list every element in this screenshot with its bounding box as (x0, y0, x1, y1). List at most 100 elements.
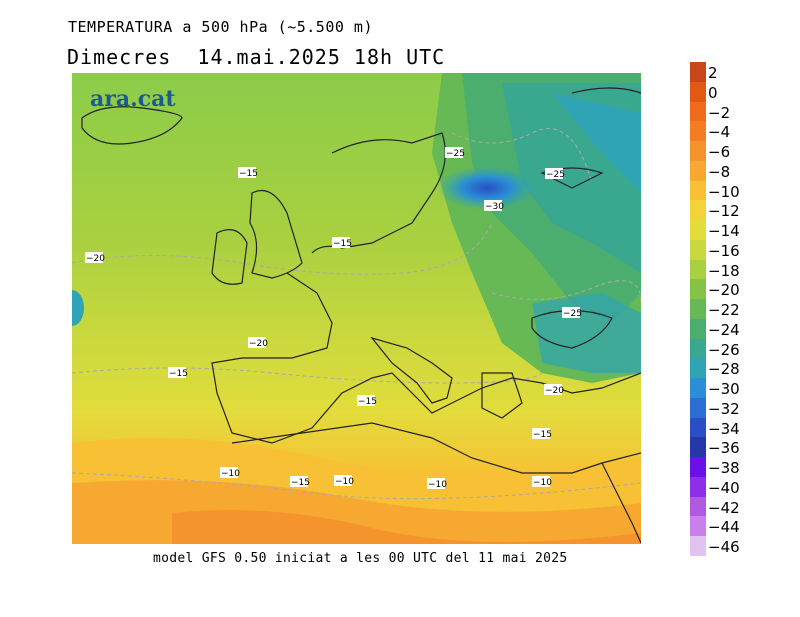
colorbar-label: −4 (708, 123, 731, 142)
colorbar-swatch (690, 101, 706, 122)
svg-text:−10: −10 (335, 477, 354, 487)
colorbar-swatch (690, 516, 706, 537)
svg-text:−10: −10 (533, 478, 552, 488)
greece (481, 372, 523, 419)
colorbar-label: −10 (708, 182, 740, 201)
colorbar-label: −22 (708, 301, 740, 320)
colorbar-label: −32 (708, 399, 740, 418)
colorbar-label: −44 (708, 518, 740, 537)
colorbar-label: −26 (708, 340, 740, 359)
contour-label: −25 (545, 168, 565, 180)
colorbar-swatch (690, 378, 706, 399)
cold-region-caucasus (532, 293, 641, 373)
colorbar-swatch (690, 62, 706, 83)
contour-label: −10 (220, 467, 240, 479)
colorbar-label: −36 (708, 439, 740, 458)
contour-labels: −25 −25 −30 −15 −15 −20 −25 −20 −15 −20 … (85, 147, 582, 490)
svg-text:−15: −15 (533, 430, 552, 440)
colorbar-swatch (690, 496, 706, 517)
svg-text:−20: −20 (545, 386, 564, 396)
colorbar-swatch (690, 121, 706, 142)
colorbar-label: −6 (708, 143, 731, 162)
scandinavia-coast (311, 132, 446, 254)
svg-text:−15: −15 (358, 397, 377, 407)
colorbar-labels: 2 0 −2 −4 −6 −8 −10 −12 −14 −16 −18 −20 −22 −24 −26 −28… (708, 62, 768, 556)
contour-label: −25 (445, 147, 465, 159)
contour-label: −15 (168, 367, 188, 379)
contour-label: −15 (357, 395, 377, 407)
svg-text:−15: −15 (291, 478, 310, 488)
contour-label: −15 (332, 237, 352, 249)
colorbar-label: −40 (708, 478, 740, 497)
chart-title: TEMPERATURA a 500 hPa (~5.500 m) (68, 18, 373, 36)
contour-label: −15 (532, 428, 552, 440)
svg-text:−10: −10 (428, 480, 447, 490)
warm-region-6 (172, 510, 641, 544)
colorbar-swatch (690, 180, 706, 201)
colorbar-swatch (690, 397, 706, 419)
valid-date: Dimecres 14.mai.2025 18h UTC (67, 45, 446, 69)
colorbar-swatch (690, 239, 706, 261)
svg-text:−25: −25 (563, 309, 582, 319)
colorbar-label: −2 (708, 103, 731, 122)
colorbar-label: −20 (708, 281, 740, 300)
colorbar-swatch (690, 141, 706, 162)
colorbar-swatch (690, 200, 706, 221)
colorbar-swatch (690, 457, 706, 478)
north-africa-coast (231, 422, 641, 474)
colorbar (690, 62, 706, 557)
contour-label: −15 (238, 167, 258, 179)
colorbar-label: −12 (708, 202, 740, 221)
colorbar-label: −8 (708, 162, 731, 181)
contour-label: −20 (248, 337, 268, 349)
model-footer: model GFS 0.50 iniciat a les 00 UTC del … (153, 551, 568, 566)
temperature-map: −25 −25 −30 −15 −15 −20 −25 −20 −15 −20 … (72, 73, 641, 544)
contour-label: −20 (85, 252, 105, 264)
contour-label: −10 (532, 476, 552, 488)
colorbar-swatch (690, 160, 706, 182)
contour-label: −20 (544, 384, 564, 396)
colorbar-swatch (690, 476, 706, 498)
colorbar-label: 0 (708, 83, 718, 102)
svg-text:−30: −30 (485, 202, 504, 212)
colorbar-label: −18 (708, 261, 740, 280)
red-sea-coast (601, 462, 641, 544)
colorbar-swatch (690, 338, 706, 359)
colorbar-swatch (690, 299, 706, 320)
colorbar-swatch (690, 279, 706, 300)
cold-region-west (72, 290, 84, 326)
colorbar-label: −30 (708, 380, 740, 399)
north-coast (571, 87, 641, 94)
italy (370, 336, 453, 404)
svg-text:−20: −20 (86, 254, 105, 264)
contour-label: −10 (427, 478, 447, 490)
colorbar-swatch (690, 417, 706, 438)
ireland (211, 229, 248, 285)
colorbar-label: −28 (708, 360, 740, 379)
svg-text:−20: −20 (249, 339, 268, 349)
svg-text:−15: −15 (333, 239, 352, 249)
contour-label: −25 (562, 307, 582, 319)
colorbar-label: −42 (708, 498, 740, 517)
colorbar-label: 2 (708, 64, 718, 82)
colorbar-label: −34 (708, 419, 740, 438)
svg-text:−10: −10 (221, 469, 240, 479)
colorbar-swatch (690, 220, 706, 241)
svg-text:−25: −25 (446, 149, 465, 159)
aracat-logo: ara.cat (90, 86, 176, 112)
colorbar-label: −38 (708, 459, 740, 478)
continental-coast (211, 272, 641, 444)
colorbar-label: −46 (708, 538, 740, 557)
colorbar-label: −24 (708, 320, 740, 339)
colorbar-label: −14 (708, 222, 740, 241)
svg-text:−15: −15 (239, 169, 258, 179)
iceland (81, 106, 183, 145)
svg-text:−25: −25 (546, 170, 565, 180)
contour-label: −30 (484, 200, 504, 212)
contour-label: −15 (290, 476, 310, 488)
colorbar-swatch (690, 318, 706, 340)
colorbar-swatch (690, 81, 706, 102)
cold-region-30 (552, 93, 641, 193)
colorbar-label: −16 (708, 241, 740, 260)
cold-core-baltic (437, 166, 537, 210)
